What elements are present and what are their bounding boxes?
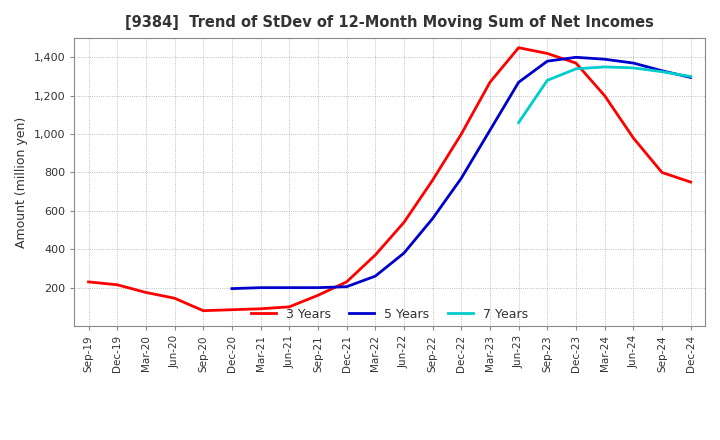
5 Years [514,80,523,85]
5 Years [428,216,437,221]
3 Years [629,135,638,140]
3 Years [342,279,351,285]
3 Years [84,279,93,285]
3 Years [514,45,523,50]
3 Years [113,282,122,287]
3 Years [314,293,323,298]
3 Years [457,132,466,137]
5 Years [314,285,323,290]
5 Years [686,75,695,80]
3 Years [199,308,207,313]
5 Years [256,285,265,290]
7 Years [629,65,638,70]
3 Years [600,93,609,98]
5 Years [543,59,552,64]
5 Years [485,128,494,133]
3 Years [686,180,695,185]
3 Years [170,296,179,301]
3 Years [572,60,580,66]
5 Years [285,285,294,290]
3 Years [228,307,236,312]
Line: 5 Years: 5 Years [232,57,690,289]
7 Years [686,74,695,79]
3 Years [142,290,150,295]
3 Years [371,253,379,258]
5 Years [629,60,638,66]
5 Years [400,250,408,256]
3 Years [428,177,437,183]
Line: 7 Years: 7 Years [518,67,690,123]
7 Years [600,64,609,70]
3 Years [256,306,265,312]
5 Years [657,68,666,73]
5 Years [371,274,379,279]
3 Years [657,170,666,175]
Y-axis label: Amount (million yen): Amount (million yen) [15,117,28,248]
5 Years [228,286,236,291]
7 Years [514,120,523,125]
3 Years [285,304,294,309]
5 Years [572,55,580,60]
5 Years [457,176,466,181]
3 Years [485,80,494,85]
7 Years [543,78,552,83]
3 Years [400,220,408,225]
Legend: 3 Years, 5 Years, 7 Years: 3 Years, 5 Years, 7 Years [246,303,534,326]
5 Years [600,57,609,62]
3 Years [543,51,552,56]
7 Years [657,69,666,74]
7 Years [572,66,580,71]
5 Years [342,284,351,290]
Title: [9384]  Trend of StDev of 12-Month Moving Sum of Net Incomes: [9384] Trend of StDev of 12-Month Moving… [125,15,654,30]
Line: 3 Years: 3 Years [89,48,690,311]
